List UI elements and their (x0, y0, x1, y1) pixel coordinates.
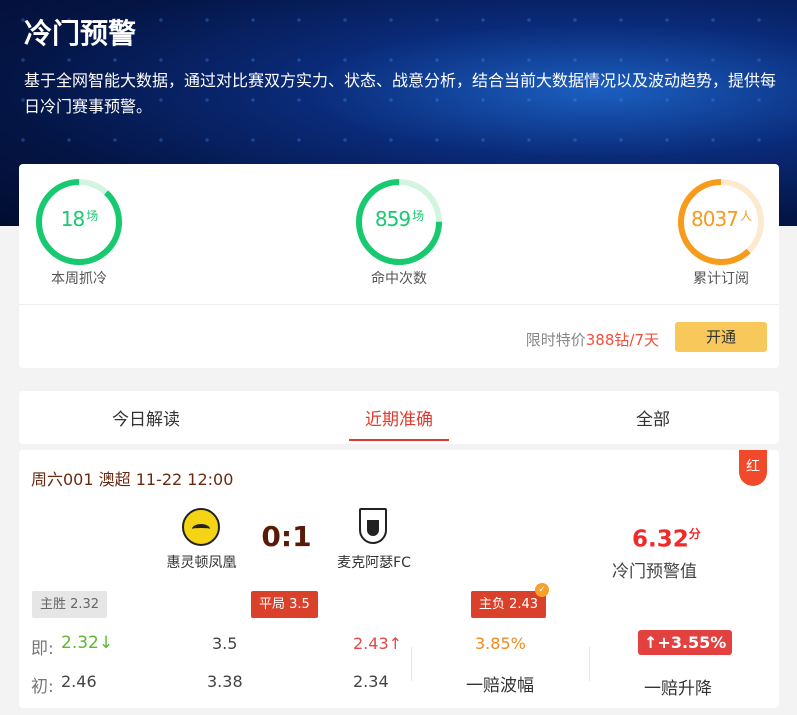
stat-label: 命中次数 (371, 271, 427, 287)
initial-label: 初: (31, 677, 54, 697)
tab-today[interactable]: 今日解读 (112, 410, 180, 430)
volatility-value: 3.85% (475, 634, 526, 653)
active-tab-indicator (349, 439, 449, 441)
current-label: 即: (31, 639, 54, 659)
stat-label: 累计订阅 (693, 271, 749, 287)
initial-away: 2.34 (353, 672, 389, 691)
ring-progress (356, 179, 442, 265)
result-badge: 红 (739, 450, 767, 486)
warning-value: 6.32分 (632, 526, 701, 553)
home-team-logo (182, 508, 220, 546)
current-home: 2.32↓ (61, 633, 114, 653)
ring-progress (678, 179, 764, 265)
pick-home-win: 主胜 2.32 (32, 591, 108, 618)
tab-bar: 今日解读 近期准确 全部 (19, 391, 779, 444)
tab-recent[interactable]: 近期准确 (365, 410, 433, 430)
away-team-name: 麦克阿瑟FC (337, 555, 411, 571)
stat-value: 8037 人 (691, 207, 752, 231)
tab-all[interactable]: 全部 (636, 410, 670, 430)
current-away: 2.43↑ (353, 634, 403, 653)
promo-price: 限时特价388钻/7天 (525, 331, 659, 349)
initial-home: 2.46 (61, 672, 97, 691)
pick-draw: 平局 3.5 (251, 591, 318, 618)
stat-ring: 859 场 (354, 177, 444, 267)
divider (411, 647, 412, 681)
header-banner: 冷门预警 基于全网智能大数据，通过对比赛双方实力、状态、战意分析，结合当前大数据… (0, 0, 797, 226)
change-label: 一赔升降 (644, 679, 712, 699)
pick-away: 主负 2.43 (471, 591, 547, 618)
stat-label: 本周抓冷 (51, 271, 107, 287)
home-team-name: 惠灵顿凤凰 (166, 555, 237, 571)
stat-ring: 8037 人 (676, 177, 766, 267)
page-title: 冷门预警 (24, 17, 137, 50)
match-card[interactable]: 周六001 澳超 11-22 12:00 红 惠灵顿凤凰 麦克阿瑟FC 0:1 … (19, 450, 779, 708)
divider (19, 304, 779, 305)
initial-draw: 3.38 (207, 672, 243, 691)
check-icon: ✓ (535, 583, 549, 597)
away-team-logo (359, 508, 387, 544)
page-description: 基于全网智能大数据，通过对比赛双方实力、状态、战意分析，结合当前大数据情况以及波… (24, 71, 777, 116)
open-button[interactable]: 开通 (675, 322, 767, 352)
stats-card: 18 场本周抓冷 859 场命中次数 8037 人累计订阅 限时特价388钻/7天 开通 (19, 164, 779, 368)
change-value: ↑+3.55% (638, 630, 733, 655)
stat-ring: 18 场 (34, 177, 124, 267)
volatility-label: 一赔波幅 (466, 676, 534, 696)
divider (589, 647, 590, 681)
match-info: 周六001 澳超 11-22 12:00 (31, 470, 234, 489)
warning-label: 冷门预警值 (612, 562, 697, 582)
stat-value: 859 场 (374, 207, 424, 231)
score: 0:1 (261, 520, 312, 553)
current-draw: 3.5 (212, 634, 238, 653)
stat-value: 18 场 (60, 207, 98, 231)
ring-progress (36, 179, 122, 265)
